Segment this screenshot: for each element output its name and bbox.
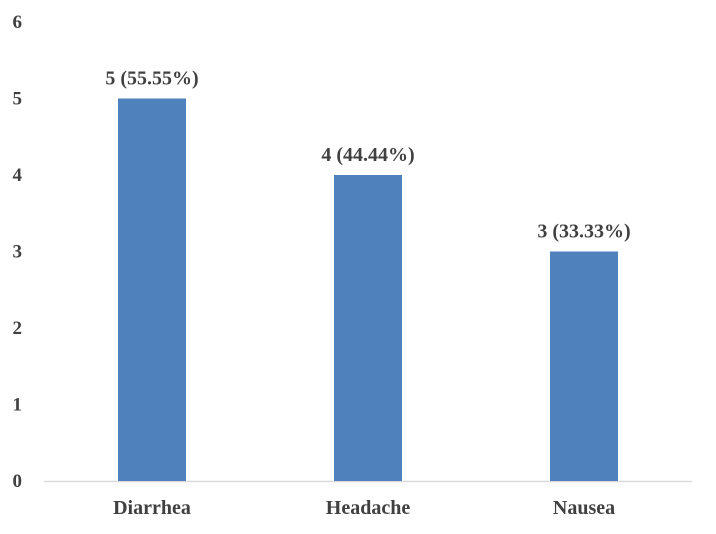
category-label-nausea: Nausea	[553, 497, 615, 519]
data-label-diarrhea: 5 (55.55%)	[105, 68, 198, 90]
y-tick-label: 0	[13, 471, 23, 492]
data-label-nausea: 3 (33.33%)	[537, 221, 630, 243]
y-tick-label: 3	[13, 242, 23, 263]
bar-diarrhea	[118, 98, 186, 481]
bar-headache	[334, 175, 402, 481]
bars-group	[118, 98, 618, 481]
data-labels-group: 5 (55.55%) 4 (44.44%) 3 (33.33%)	[105, 68, 630, 243]
y-tick-label: 6	[13, 12, 23, 33]
category-label-diarrhea: Diarrhea	[113, 497, 191, 519]
bar-nausea	[550, 251, 618, 481]
y-tick-label: 2	[13, 318, 23, 339]
y-tick-label: 1	[13, 395, 23, 416]
x-axis-category-labels: Diarrhea Headache Nausea	[113, 497, 615, 519]
y-axis-tick-labels: 0 1 2 3 4 5 6	[13, 12, 23, 492]
y-tick-label: 4	[13, 165, 23, 186]
data-label-headache: 4 (44.44%)	[321, 144, 414, 166]
category-label-headache: Headache	[326, 497, 411, 519]
y-tick-label: 5	[13, 89, 23, 110]
